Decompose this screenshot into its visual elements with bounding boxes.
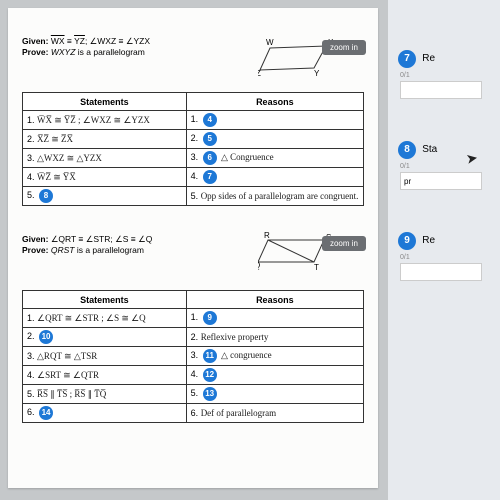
- sidebar-item: 7 Re 0/1: [392, 50, 496, 99]
- table-row: 1. ∠QRT ≅ ∠STR ; ∠S ≅ ∠Q 1. 9: [23, 309, 364, 328]
- col-statements: Statements: [23, 93, 187, 111]
- score-indicator: 0/1: [400, 254, 496, 261]
- score-indicator: 0/1: [400, 163, 496, 170]
- table-row: 4. ∠SRT ≅ ∠QTR 4. 12: [23, 366, 364, 385]
- svg-text:Y: Y: [314, 69, 320, 78]
- worksheet-paper: Given: WX ≡ YZ; ∠WXZ ≡ ∠YZX Prove: WXYZ …: [8, 8, 378, 488]
- proof-table-2: Statements Reasons 1. ∠QRT ≅ ∠STR ; ∠S ≅…: [22, 290, 364, 423]
- question-label: Re: [422, 235, 435, 246]
- col-reasons: Reasons: [186, 93, 363, 111]
- table-row: 2. X̅Z̅ ≅ Z̅X̅ 2. 5: [23, 130, 364, 149]
- answer-sidebar: 7 Re 0/1 8 Sta 0/1 9 Re 0/1 ➤: [388, 0, 500, 500]
- col-reasons: Reasons: [186, 291, 363, 309]
- proof-section-2: Given: ∠QRT ≡ ∠STR; ∠S ≡ ∠Q Prove: QRST …: [22, 234, 364, 423]
- table-row: 5. R̅S̅ ∥ T̅S̅ ; R̅S̅ ∥ T̅Q̅ 5. 13: [23, 385, 364, 404]
- answer-input[interactable]: [400, 263, 482, 281]
- zoom-button-2[interactable]: zoom in: [322, 236, 366, 251]
- question-number: 7: [398, 50, 416, 68]
- table-row: 5. 8 5. Opp sides of a parallelogram are…: [23, 187, 364, 206]
- sidebar-item: 8 Sta 0/1: [392, 141, 496, 190]
- diagram-1: W X Y Z zoom in: [258, 34, 368, 78]
- svg-text:Q: Q: [258, 261, 260, 270]
- blank-bubble[interactable]: 11: [203, 349, 217, 363]
- blank-bubble[interactable]: 7: [203, 170, 217, 184]
- blank-bubble[interactable]: 5: [203, 132, 217, 146]
- table-row: 6. 14 6. Def of parallelogram: [23, 404, 364, 423]
- proof-table-1: Statements Reasons 1. W̅X̅ ≅ Y̅Z̅ ; ∠WXZ…: [22, 92, 364, 206]
- table-row: 2. 10 2. Reflexive property: [23, 328, 364, 347]
- answer-input[interactable]: [400, 81, 482, 99]
- svg-text:W: W: [266, 38, 274, 47]
- diagram-2: R S T Q zoom in: [258, 230, 368, 274]
- blank-bubble[interactable]: 10: [39, 330, 53, 344]
- svg-text:Z: Z: [258, 69, 261, 78]
- blank-bubble[interactable]: 4: [203, 113, 217, 127]
- proof-section-1: Given: WX ≡ YZ; ∠WXZ ≡ ∠YZX Prove: WXYZ …: [22, 36, 364, 206]
- svg-text:R: R: [264, 231, 270, 240]
- table-row: 3. △RQT ≅ △TSR 3. 11 △ congruence: [23, 347, 364, 366]
- table-row: 4. W̅Z̅ ≅ Y̅X̅ 4. 7: [23, 168, 364, 187]
- question-number: 8: [398, 141, 416, 159]
- blank-bubble[interactable]: 14: [39, 406, 53, 420]
- question-number: 9: [398, 232, 416, 250]
- score-indicator: 0/1: [400, 72, 496, 79]
- blank-bubble[interactable]: 9: [203, 311, 217, 325]
- svg-text:T: T: [314, 263, 319, 272]
- blank-bubble[interactable]: 13: [203, 387, 217, 401]
- sidebar-item: 9 Re 0/1: [392, 232, 496, 281]
- zoom-button-1[interactable]: zoom in: [322, 40, 366, 55]
- blank-bubble[interactable]: 12: [203, 368, 217, 382]
- table-row: 3. △WXZ ≅ △YZX 3. 6 △ Congruence: [23, 149, 364, 168]
- answer-input[interactable]: [400, 172, 482, 190]
- blank-bubble[interactable]: 6: [203, 151, 217, 165]
- question-label: Re: [422, 53, 435, 64]
- blank-bubble[interactable]: 8: [39, 189, 53, 203]
- col-statements: Statements: [23, 291, 187, 309]
- question-label: Sta: [422, 144, 437, 155]
- table-row: 1. W̅X̅ ≅ Y̅Z̅ ; ∠WXZ ≅ ∠YZX 1. 4: [23, 111, 364, 130]
